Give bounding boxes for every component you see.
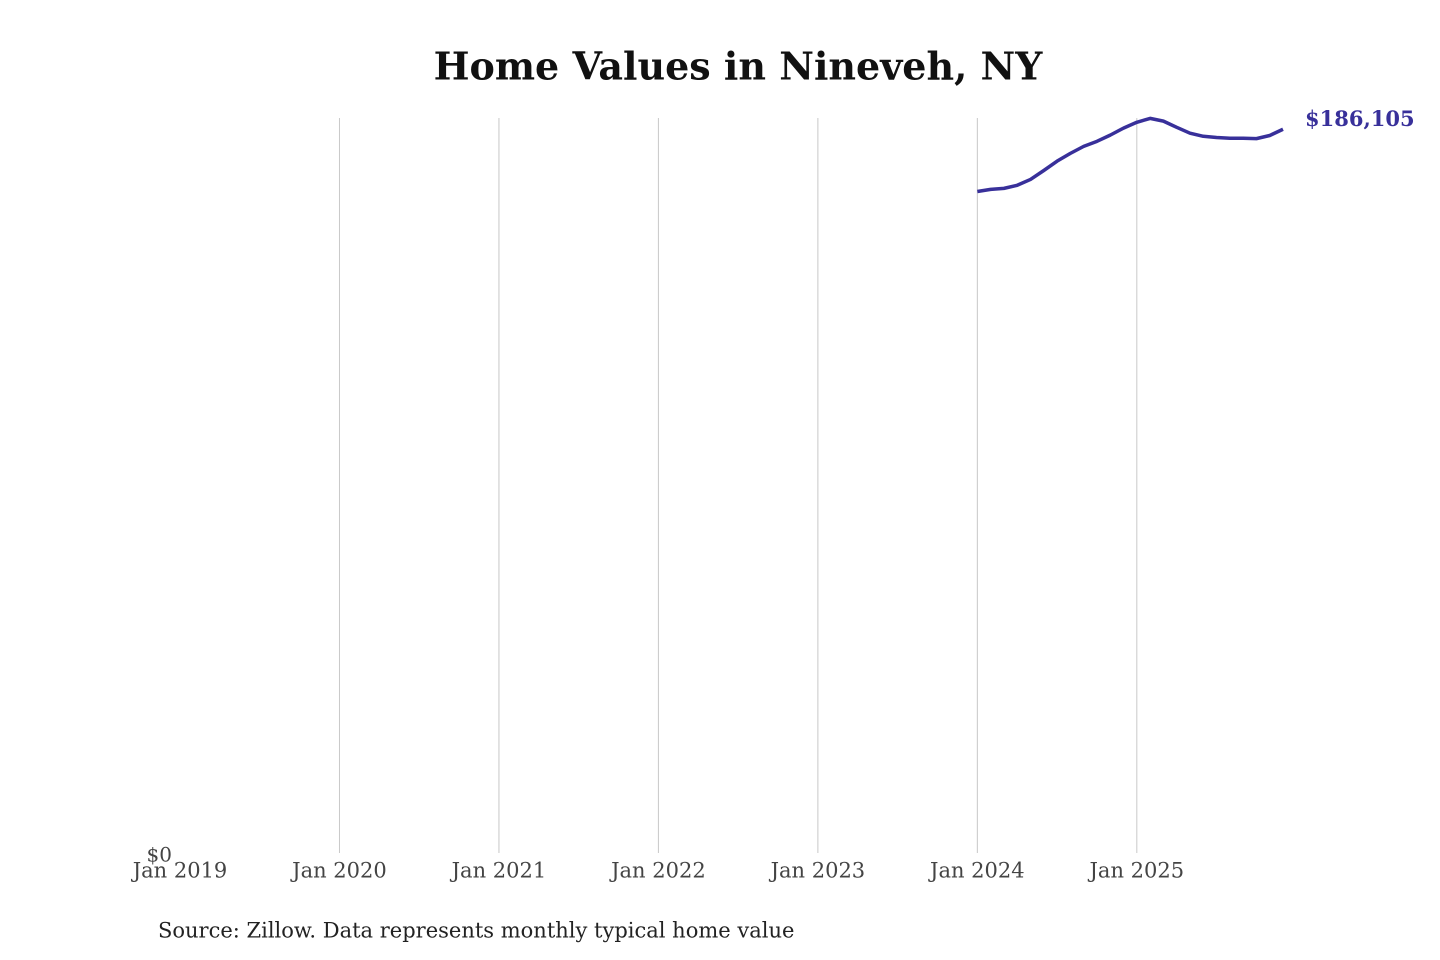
x-tick-label: Jan 2023 <box>769 859 866 883</box>
x-tick-label: Jan 2022 <box>609 859 706 883</box>
x-tick-label: Jan 2021 <box>450 859 547 883</box>
line-series <box>977 116 1284 194</box>
x-tick-label: Jan 2024 <box>928 859 1025 883</box>
value-label: $186,105 <box>1305 106 1415 131</box>
x-tick-label: Jan 2020 <box>290 859 387 883</box>
chart-title: Home Values in Nineveh, NY <box>434 44 1044 89</box>
x-tick-label: Jan 2025 <box>1088 859 1185 883</box>
x-tick-label: Jan 2019 <box>131 859 228 883</box>
source-note: Source: Zillow. Data represents monthly … <box>158 919 794 943</box>
y-tick-label: $0 <box>147 843 172 867</box>
